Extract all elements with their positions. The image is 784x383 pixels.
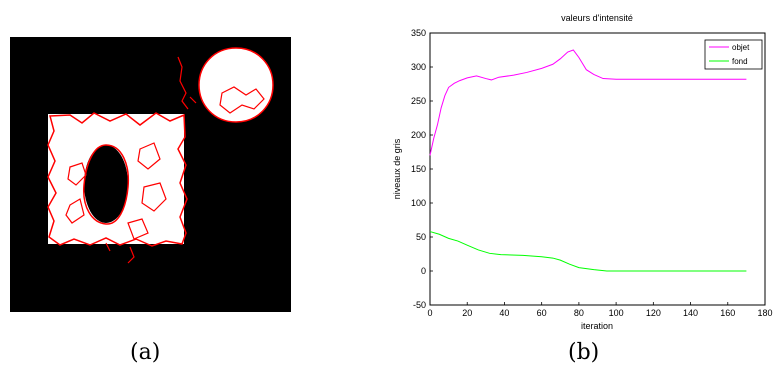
- caption-panel-b: (b): [568, 340, 600, 365]
- square-contour: [47, 112, 188, 247]
- y-tick-label: 250: [411, 96, 426, 106]
- y-tick-label: 350: [411, 28, 426, 38]
- legend-label-fond: fond: [732, 57, 748, 66]
- stray-contour-points: [105, 56, 197, 264]
- chart-legend: objet fond: [704, 39, 763, 70]
- y-tick-label: 300: [411, 62, 426, 72]
- caption-panel-a: (a): [130, 340, 161, 365]
- legend-box: [704, 39, 763, 70]
- segmentation-image: [10, 37, 291, 312]
- x-tick-label: 180: [757, 308, 772, 318]
- legend-label-objet: objet: [732, 43, 750, 52]
- x-tick-label: 120: [646, 308, 661, 318]
- x-axis-label: iteration: [581, 321, 613, 331]
- x-axis-ticks: 0 20 40 60 80 100 120 140 160 180: [427, 302, 773, 318]
- y-axis-label: niveaux de gris: [392, 138, 402, 199]
- x-tick-label: 60: [537, 308, 547, 318]
- x-tick-label: 20: [462, 308, 472, 318]
- series-line-fond: [429, 231, 747, 272]
- x-tick-label: 100: [609, 308, 624, 318]
- y-tick-label: 150: [411, 164, 426, 174]
- inner-noise-contour-1: [65, 142, 167, 240]
- intensity-chart: valeurs d'intensité iteration niveaux de…: [392, 13, 773, 331]
- series-line-objet: [429, 49, 747, 156]
- y-tick-label: -50: [413, 300, 426, 310]
- y-tick-label: 50: [416, 232, 426, 242]
- y-axis-ticks: -50 0 50 100 150 200 250 300 350: [411, 28, 433, 310]
- x-tick-label: 40: [499, 308, 509, 318]
- x-tick-label: 80: [574, 308, 584, 318]
- circle-noise-contour: [219, 86, 265, 114]
- circle-region: [199, 48, 273, 122]
- series-lines: [429, 49, 747, 272]
- chart-title: valeurs d'intensité: [561, 13, 633, 23]
- y-tick-label: 100: [411, 198, 426, 208]
- y-tick-label: 0: [421, 266, 426, 276]
- hole-contour: [83, 144, 130, 225]
- x-tick-label: 140: [683, 308, 698, 318]
- x-tick-label: 0: [427, 308, 432, 318]
- circle-contour: [198, 47, 274, 123]
- inner-hole: [84, 145, 128, 223]
- y-tick-label: 200: [411, 130, 426, 140]
- x-tick-label: 160: [720, 308, 735, 318]
- plot-area: [429, 32, 766, 306]
